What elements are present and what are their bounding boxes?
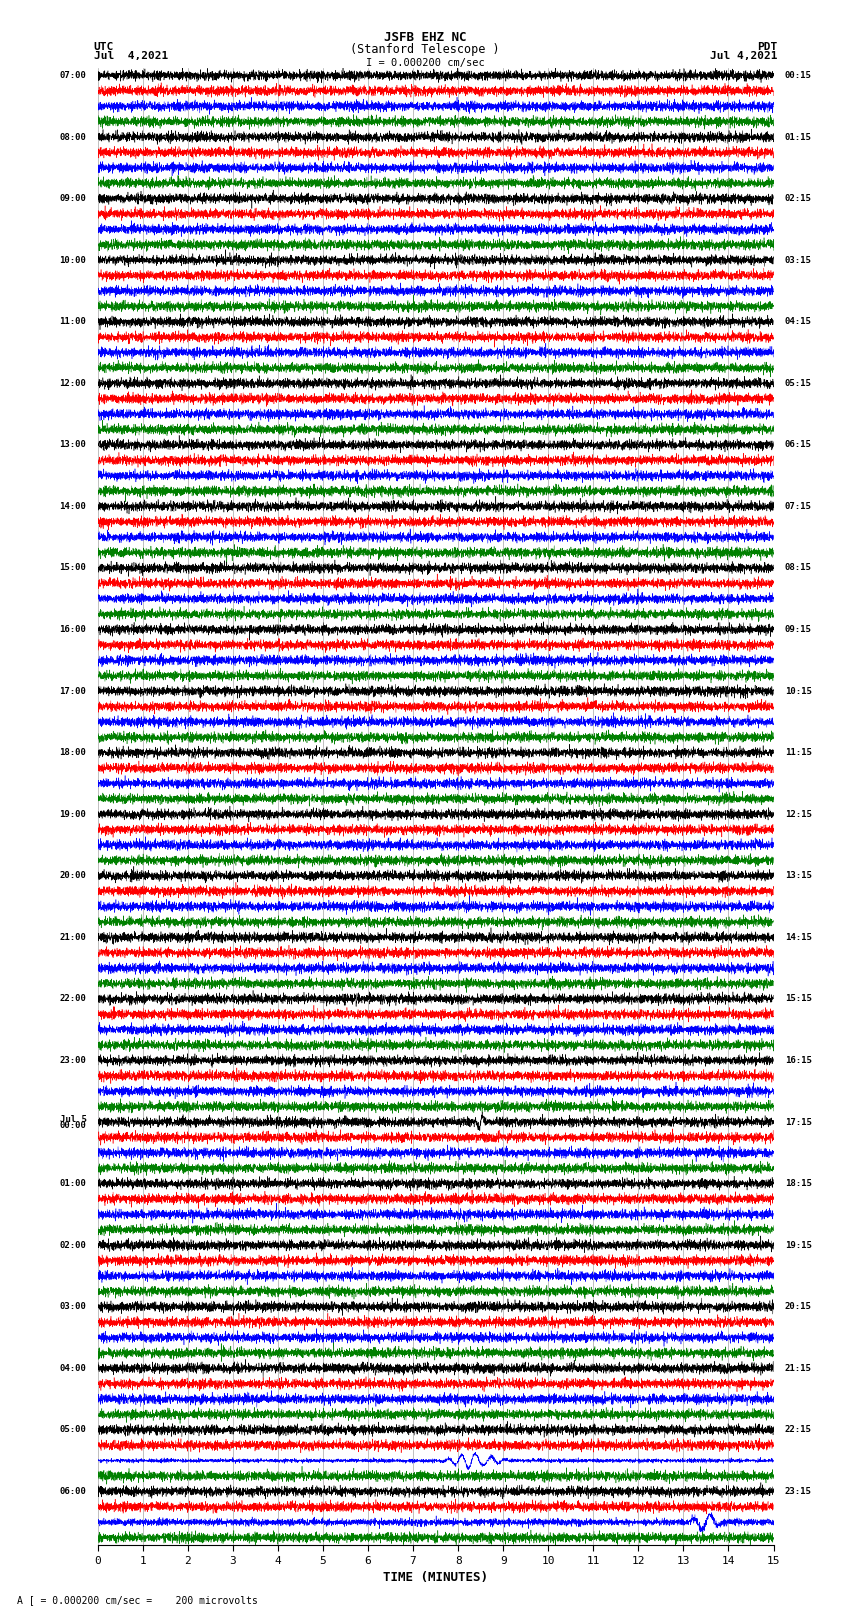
Text: 18:00: 18:00 — [60, 748, 87, 756]
Text: 21:00: 21:00 — [60, 932, 87, 942]
Text: 23:00: 23:00 — [60, 1057, 87, 1065]
Text: 14:00: 14:00 — [60, 502, 87, 511]
Text: 02:00: 02:00 — [60, 1240, 87, 1250]
Text: Jul 4,2021: Jul 4,2021 — [711, 52, 778, 61]
Text: 04:00: 04:00 — [60, 1363, 87, 1373]
Text: 16:15: 16:15 — [785, 1057, 812, 1065]
Text: 13:00: 13:00 — [60, 440, 87, 450]
Text: 07:15: 07:15 — [785, 502, 812, 511]
Text: 00:00: 00:00 — [60, 1121, 87, 1131]
Text: 06:15: 06:15 — [785, 440, 812, 450]
Text: 09:15: 09:15 — [785, 624, 812, 634]
Text: 17:00: 17:00 — [60, 687, 87, 695]
Text: 10:15: 10:15 — [785, 687, 812, 695]
Text: 15:00: 15:00 — [60, 563, 87, 573]
Text: 15:15: 15:15 — [785, 994, 812, 1003]
Text: 20:15: 20:15 — [785, 1302, 812, 1311]
Text: 19:00: 19:00 — [60, 810, 87, 819]
Text: JSFB EHZ NC: JSFB EHZ NC — [383, 31, 467, 44]
Text: I = 0.000200 cm/sec: I = 0.000200 cm/sec — [366, 58, 484, 68]
Text: 14:15: 14:15 — [785, 932, 812, 942]
Text: 10:00: 10:00 — [60, 255, 87, 265]
Text: 13:15: 13:15 — [785, 871, 812, 881]
Text: 23:15: 23:15 — [785, 1487, 812, 1495]
Text: 03:15: 03:15 — [785, 255, 812, 265]
Text: 11:15: 11:15 — [785, 748, 812, 756]
Text: Jul  4,2021: Jul 4,2021 — [94, 52, 167, 61]
Text: 21:15: 21:15 — [785, 1363, 812, 1373]
X-axis label: TIME (MINUTES): TIME (MINUTES) — [383, 1571, 488, 1584]
Text: 02:15: 02:15 — [785, 194, 812, 203]
Text: 12:00: 12:00 — [60, 379, 87, 387]
Text: 18:15: 18:15 — [785, 1179, 812, 1189]
Text: 04:15: 04:15 — [785, 318, 812, 326]
Text: 11:00: 11:00 — [60, 318, 87, 326]
Text: PDT: PDT — [757, 42, 778, 52]
Text: 08:00: 08:00 — [60, 132, 87, 142]
Text: 05:15: 05:15 — [785, 379, 812, 387]
Text: 09:00: 09:00 — [60, 194, 87, 203]
Text: 01:00: 01:00 — [60, 1179, 87, 1189]
Text: UTC: UTC — [94, 42, 114, 52]
Text: A [ = 0.000200 cm/sec =    200 microvolts: A [ = 0.000200 cm/sec = 200 microvolts — [17, 1595, 258, 1605]
Text: 07:00: 07:00 — [60, 71, 87, 81]
Text: Jul 5: Jul 5 — [60, 1115, 87, 1124]
Text: 08:15: 08:15 — [785, 563, 812, 573]
Text: 12:15: 12:15 — [785, 810, 812, 819]
Text: 22:00: 22:00 — [60, 994, 87, 1003]
Text: 20:00: 20:00 — [60, 871, 87, 881]
Text: 03:00: 03:00 — [60, 1302, 87, 1311]
Text: 00:15: 00:15 — [785, 71, 812, 81]
Text: 05:00: 05:00 — [60, 1426, 87, 1434]
Text: 16:00: 16:00 — [60, 624, 87, 634]
Text: 19:15: 19:15 — [785, 1240, 812, 1250]
Text: 01:15: 01:15 — [785, 132, 812, 142]
Text: (Stanford Telescope ): (Stanford Telescope ) — [350, 44, 500, 56]
Text: 17:15: 17:15 — [785, 1118, 812, 1126]
Text: 22:15: 22:15 — [785, 1426, 812, 1434]
Text: 06:00: 06:00 — [60, 1487, 87, 1495]
